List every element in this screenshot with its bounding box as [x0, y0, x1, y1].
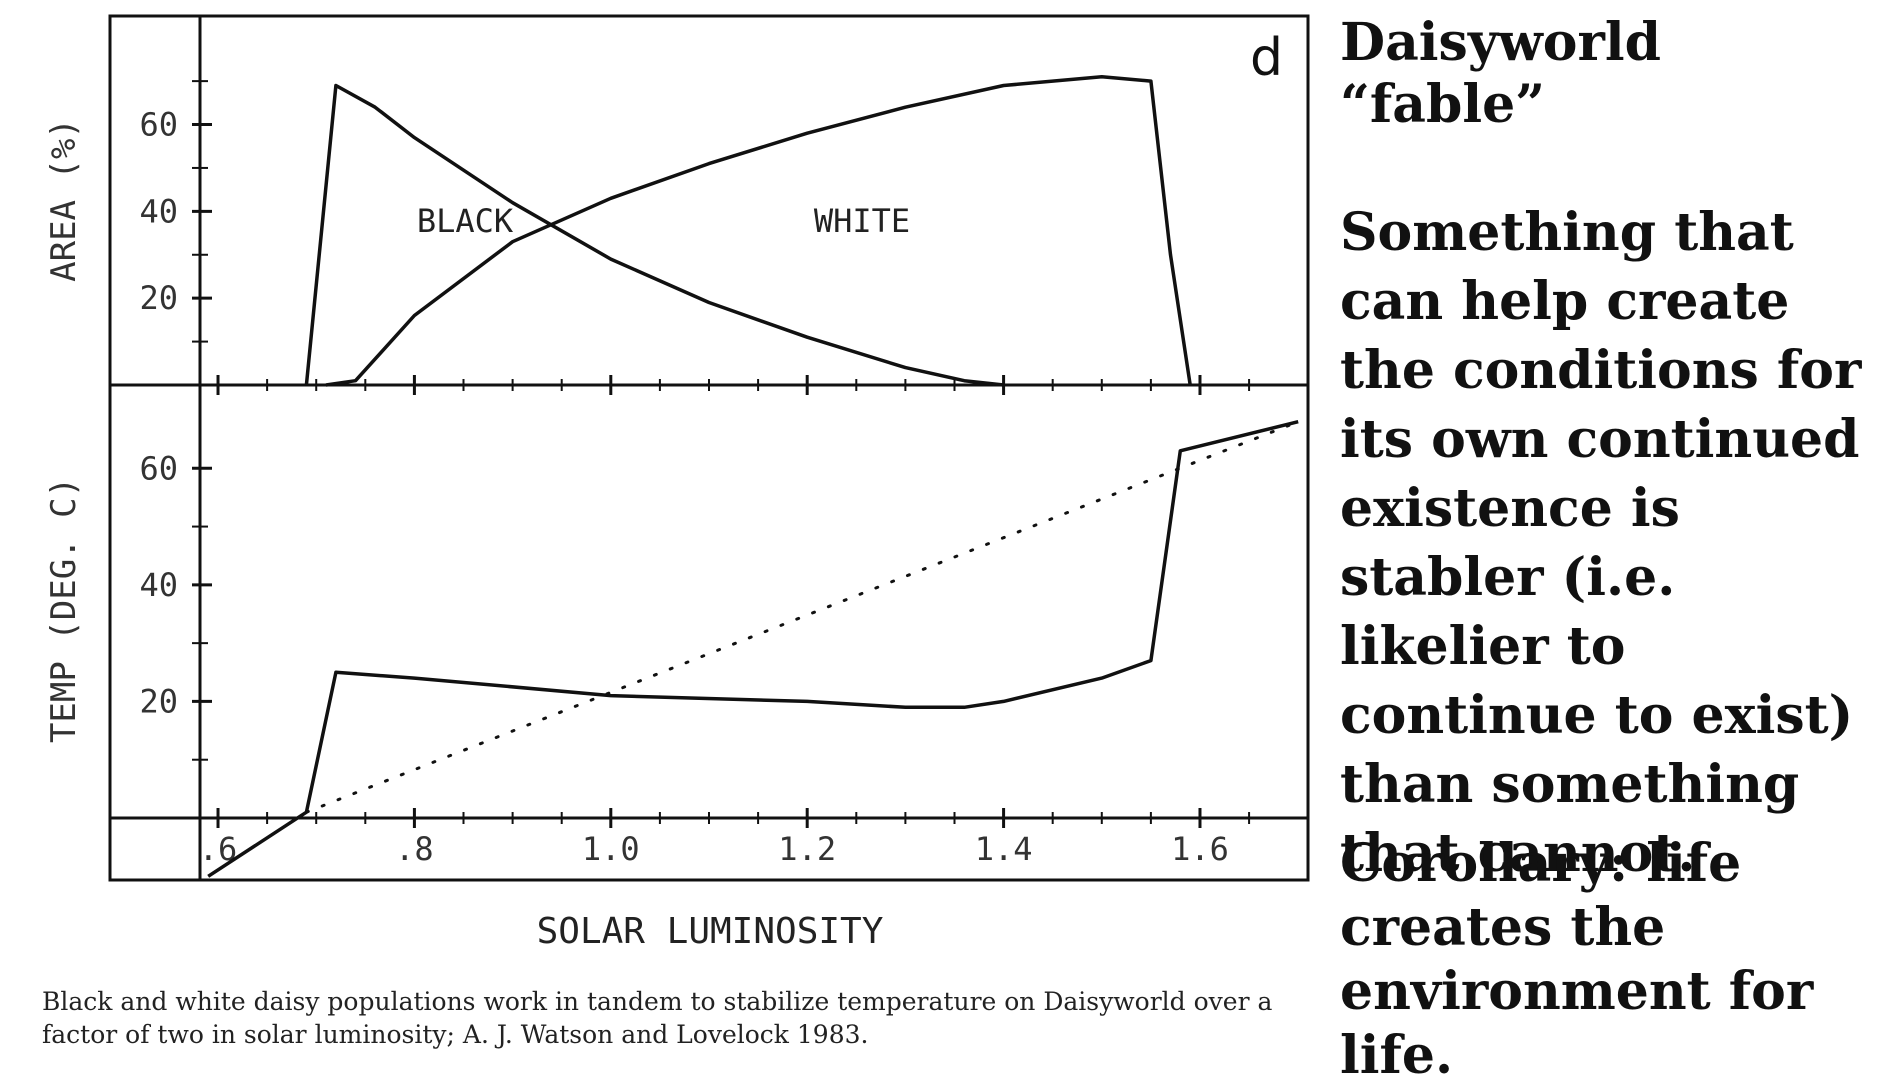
daisyworld-figure: d AREA (%) TEMP (DEG. C) SOLAR LUMINOSITY 60…	[44, 14, 1310, 952]
temperature-no-life-dotted-line	[304, 420, 1300, 814]
bottom-y-tick-label: 60	[139, 449, 178, 487]
x-tick-label: 1.0	[582, 830, 640, 868]
x-tick-label: 1.4	[975, 830, 1033, 868]
side-text-panel: Daisyworld “fable” Something that can he…	[1340, 12, 1880, 1086]
temperature-with-daisies-line	[207, 420, 1299, 878]
side-body-text: Something that can help create the condi…	[1340, 202, 1862, 884]
bottom-y-tick-label: 20	[139, 682, 178, 720]
side-corollary-text: Corollary: life creates the environment …	[1340, 833, 1814, 1086]
figure-caption: Black and white daisy populations work i…	[42, 987, 1273, 1049]
panel-label: d	[1250, 28, 1283, 88]
x-tick-label: 1.6	[1171, 830, 1229, 868]
plot-frame	[108, 14, 1310, 882]
area-line-white	[325, 75, 1192, 387]
bottom-y-tick-label: 40	[139, 566, 178, 604]
top-y-axis-label: AREA (%)	[44, 118, 84, 282]
daisyworld-chart: d AREA (%) TEMP (DEG. C) SOLAR LUMINOSITY 60…	[44, 14, 1310, 952]
x-tick-label: .8	[395, 830, 434, 868]
x-tick-label: 1.2	[778, 830, 836, 868]
series-label-black: BLACK	[417, 202, 514, 240]
side-title: Daisyworld “fable”	[1340, 12, 1661, 135]
x-axis-label: SOLAR LUMINOSITY	[537, 911, 884, 952]
top-y-tick-label: 60	[139, 106, 178, 144]
top-y-tick-label: 20	[139, 279, 178, 317]
series-label-white: WHITE	[814, 202, 910, 240]
area-line-black	[304, 83, 1004, 387]
top-y-tick-label: 40	[139, 192, 178, 230]
area-series-group	[304, 75, 1192, 387]
temperature-series-group	[207, 420, 1300, 878]
bottom-y-axis-label: TEMP (DEG. C)	[44, 477, 84, 743]
